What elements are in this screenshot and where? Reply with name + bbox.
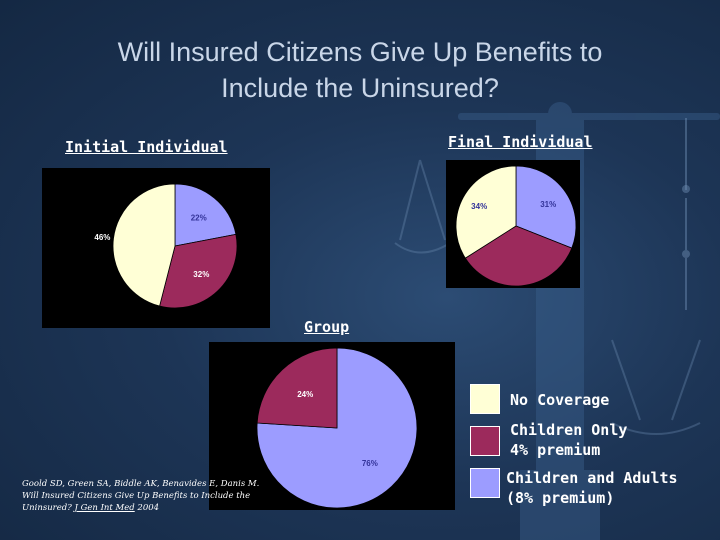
pie-slice-children-only [256,347,338,429]
citation-line-1: Goold SD, Green SA, Biddle AK, Benavides… [22,479,260,489]
citation: Goold SD, Green SA, Biddle AK, Benavides… [22,478,267,514]
pie-label-no-coverage: 46% [94,233,110,242]
pie-label-children-and-adults: 76% [362,459,378,468]
final-individual-chart: 31%35%34% [446,160,580,288]
legend-swatch-no-coverage [470,384,500,414]
legend-children-only-line-2: 4% premium [510,441,601,459]
citation-line-2: Will Insured Citizens Give Up Benefits t… [22,491,251,501]
pie-label-children-only: 24% [297,390,313,399]
slide-title: Will Insured Citizens Give Up Benefits t… [40,34,680,106]
pie-label-children-only: 32% [193,270,209,279]
title-line-1: Will Insured Citizens Give Up Benefits t… [117,37,603,67]
pie-label-children-and-adults: 31% [540,200,556,209]
pie-slice-children-and-adults [174,183,237,247]
pie-label-no-coverage: 34% [471,202,487,211]
citation-article-end: Uninsured? [22,503,72,513]
group-chart: 76% 24% [209,342,455,510]
legend-swatch-children-only [470,426,500,456]
initial-individual-chart: 22% 32% 46% [42,168,270,328]
pie-slice-children-only [159,233,238,309]
group-label: Group [304,318,350,336]
pie-label-children-and-adults: 22% [191,213,207,222]
final-individual-pie: 31%35%34% [455,165,577,287]
final-individual-label: Final Individual [448,133,593,151]
legend-label-children-only: Children Only 4% premium [510,420,627,460]
legend-children-adults-line-2: (8% premium) [506,489,615,507]
citation-journal: J Gen Int Med [74,503,135,513]
legend-children-adults-line-1: Children and Adults [506,469,678,487]
legend-swatch-children-and-adults [470,468,500,498]
legend-label-no-coverage: No Coverage [510,391,610,409]
legend-children-only-line-1: Children Only [510,421,628,439]
citation-year: 2004 [137,503,160,513]
initial-individual-pie: 22% 32% 46% [94,183,238,309]
group-pie: 76% 24% [256,347,418,509]
legend-label-children-and-adults: Children and Adults (8% premium) [506,468,678,508]
pie-slice-no-coverage [112,183,176,307]
initial-individual-label: Initial Individual [65,138,228,156]
title-line-2: Include the Uninsured? [221,73,499,103]
pie-slice-children-only [464,225,573,287]
pie-slice-no-coverage [455,165,517,259]
pie-slice-children-and-adults [515,165,577,249]
citation-line-3: Uninsured? J Gen Int Med 2004 [22,502,267,514]
